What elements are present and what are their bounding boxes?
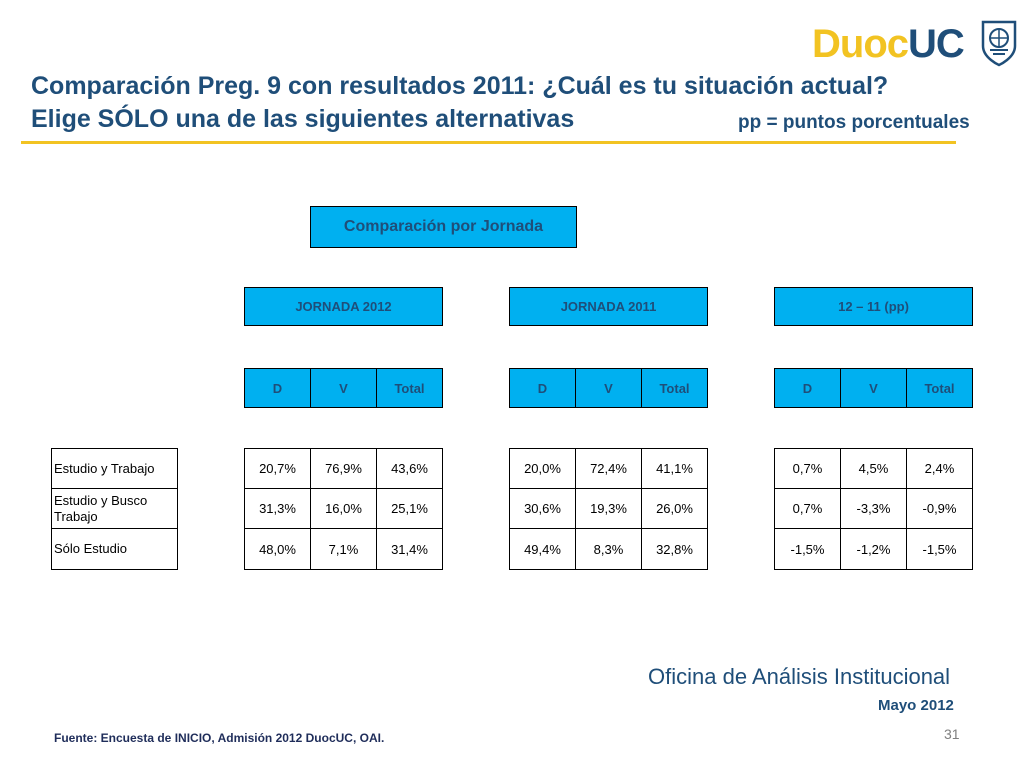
group-header-2011: JORNADA 2011 (509, 287, 708, 326)
table-cell: 19,3% (576, 489, 642, 528)
table-title: Comparación por Jornada (310, 206, 577, 248)
subheader-2011: D V Total (509, 368, 708, 408)
table-cell: 25,1% (391, 501, 428, 516)
slide-title: Comparación Preg. 9 con resultados 2011:… (31, 70, 891, 136)
table-cell: 43,6% (391, 461, 428, 476)
table-cell: 0,7% (775, 489, 841, 528)
table-row: Estudio y Trabajo (52, 449, 177, 489)
column-header: V (841, 369, 907, 407)
table-cell: 48,0% (245, 529, 311, 569)
column-header: Total (394, 380, 425, 396)
column-header: V (576, 369, 642, 407)
duocuc-logo: DuocUC (812, 18, 1017, 70)
column-header: D (510, 369, 576, 407)
row-label: Estudio y Busco Trabajo (54, 492, 148, 524)
table-row: 31,3% 16,0% 25,1% (245, 489, 442, 529)
logo-wordmark: DuocUC (812, 18, 965, 70)
table-row: 0,7% -3,3% -0,9% (775, 489, 972, 529)
table-cell: 0,7% (775, 449, 841, 488)
table-cell: 20,0% (510, 449, 576, 488)
table-row: Sólo Estudio (52, 529, 177, 569)
table-cell: 7,1% (311, 529, 377, 569)
table-row: 20,7% 76,9% 43,6% (245, 449, 442, 489)
column-header: D (245, 369, 311, 407)
table-cell: 8,3% (576, 529, 642, 569)
table-cell: 76,9% (311, 449, 377, 488)
table-cell: -1,5% (922, 541, 957, 557)
table-cell: -0,9% (922, 501, 957, 516)
column-header: D (775, 369, 841, 407)
table-row: -1,5% -1,2% -1,5% (775, 529, 972, 569)
table-row: 20,0% 72,4% 41,1% (510, 449, 707, 489)
source-note: Fuente: Encuesta de INICIO, Admisión 201… (54, 731, 385, 745)
table-row: 0,7% 4,5% 2,4% (775, 449, 972, 489)
table-cell: -3,3% (841, 489, 907, 528)
title-line-2: Elige SÓLO una de las siguientes alterna… (31, 105, 575, 133)
logo-uc-text: UC (908, 22, 965, 66)
page-number: 31 (944, 726, 960, 742)
pp-note: pp = puntos porcentuales (738, 112, 970, 133)
university-crest-icon (981, 20, 1017, 67)
subheader-2012: D V Total (244, 368, 443, 408)
column-header: Total (924, 380, 955, 396)
table-cell: 26,0% (656, 501, 693, 516)
table-row: 30,6% 19,3% 26,0% (510, 489, 707, 529)
column-header: V (311, 369, 377, 407)
data-grid-diff: 0,7% 4,5% 2,4% 0,7% -3,3% -0,9% -1,5% -1… (774, 448, 973, 570)
table-row: Estudio y Busco Trabajo (52, 489, 177, 529)
group-header-2012: JORNADA 2012 (244, 287, 443, 326)
table-cell: 32,8% (656, 541, 693, 557)
row-label: Sólo Estudio (54, 541, 127, 556)
table-cell: 41,1% (656, 461, 693, 476)
table-cell: 72,4% (576, 449, 642, 488)
table-cell: 2,4% (924, 461, 955, 476)
column-header: Total (659, 380, 690, 396)
table-cell: 16,0% (311, 489, 377, 528)
table-cell: -1,2% (841, 529, 907, 569)
table-cell: 30,6% (510, 489, 576, 528)
report-date: Mayo 2012 (878, 697, 954, 714)
table-cell: 4,5% (841, 449, 907, 488)
table-row: 49,4% 8,3% 32,8% (510, 529, 707, 569)
group-header-diff: 12 – 11 (pp) (774, 287, 973, 326)
row-label: Estudio y Trabajo (54, 460, 155, 476)
office-name: Oficina de Análisis Institucional (648, 664, 951, 689)
table-cell: 31,4% (391, 541, 428, 557)
title-line-1: Comparación Preg. 9 con resultados 2011:… (31, 72, 889, 100)
table-cell: 20,7% (245, 449, 311, 488)
table-row: 48,0% 7,1% 31,4% (245, 529, 442, 569)
data-grid-2011: 20,0% 72,4% 41,1% 30,6% 19,3% 26,0% 49,4… (509, 448, 708, 570)
title-underline (21, 141, 956, 144)
row-labels: Estudio y Trabajo Estudio y Busco Trabaj… (51, 448, 178, 570)
table-cell: -1,5% (775, 529, 841, 569)
table-cell: 31,3% (245, 489, 311, 528)
subheader-diff: D V Total (774, 368, 973, 408)
data-grid-2012: 20,7% 76,9% 43,6% 31,3% 16,0% 25,1% 48,0… (244, 448, 443, 570)
logo-duoc-text: Duoc (812, 22, 909, 66)
table-cell: 49,4% (510, 529, 576, 569)
